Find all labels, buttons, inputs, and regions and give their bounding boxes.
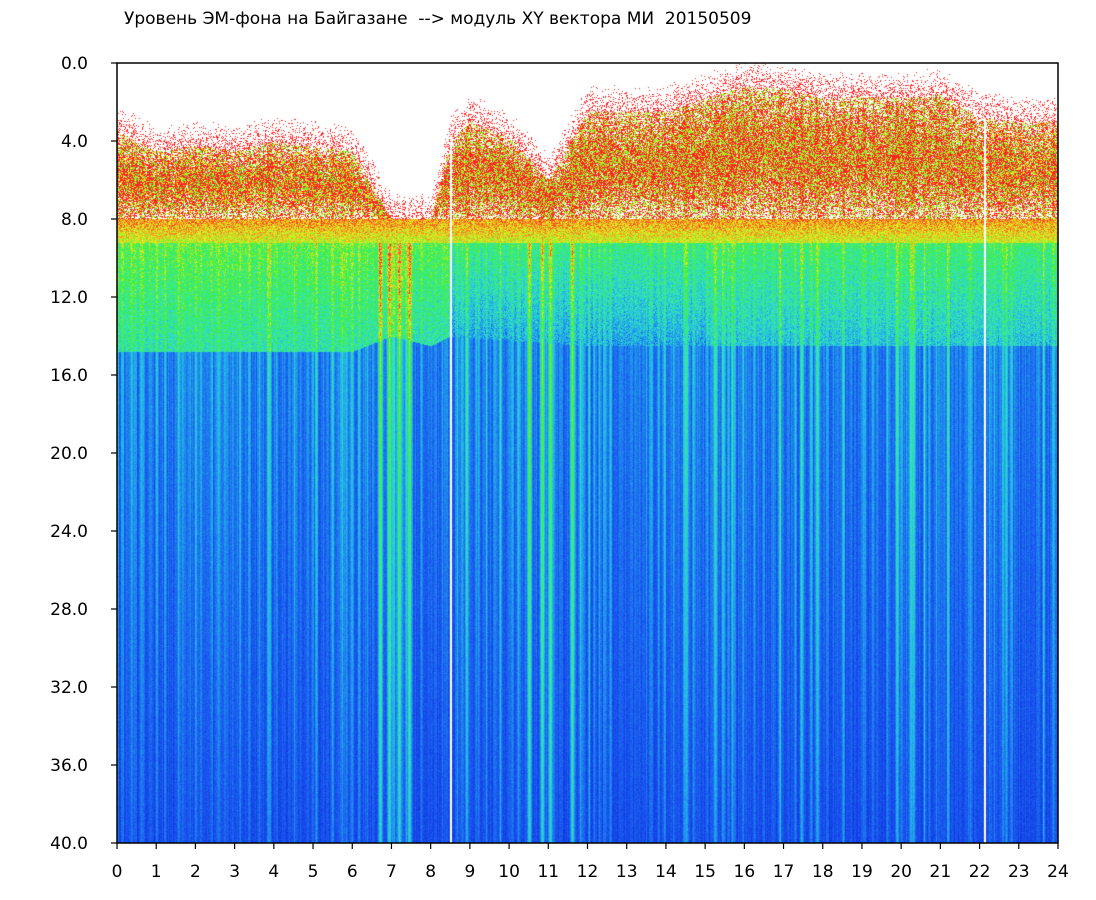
x-tick-label: 3 (229, 862, 240, 882)
y-tick-label: 28.0 (50, 600, 88, 620)
x-tick-label: 17 (773, 862, 795, 882)
y-axis: 0.0 4.0 8.0 12.0 16.0 20.0 24.0 28.0 32.0 36.0 40.… (50, 54, 117, 854)
x-tick-label: 7 (386, 862, 397, 882)
x-tick-label: 5 (308, 862, 319, 882)
x-tick-label: 19 (851, 862, 873, 882)
x-tick-label: 20 (890, 862, 912, 882)
y-tick-label: 24.0 (50, 522, 88, 542)
y-tick-label: 4.0 (61, 132, 88, 152)
x-tick-label: 1 (151, 862, 162, 882)
chart-title: Уровень ЭМ-фона на Байгазане --> модуль … (124, 9, 752, 29)
y-tick-label: 36.0 (50, 756, 88, 776)
x-tick-label: 9 (464, 862, 475, 882)
y-tick-label: 8.0 (61, 210, 88, 230)
x-tick-label: 23 (1008, 862, 1030, 882)
x-tick-label: 8 (425, 862, 436, 882)
x-tick-label: 12 (577, 862, 599, 882)
x-tick-label: 10 (498, 862, 520, 882)
x-tick-label: 24 (1047, 862, 1069, 882)
x-tick-label: 14 (655, 862, 677, 882)
y-tick-label: 20.0 (50, 444, 88, 464)
y-tick-label: 40.0 (50, 834, 88, 854)
x-tick-label: 6 (347, 862, 358, 882)
x-tick-label: 13 (616, 862, 638, 882)
x-tick-label: 16 (734, 862, 756, 882)
x-tick-label: 11 (537, 862, 559, 882)
x-axis: 0 1 2 3 4 5 6 7 8 9 10 11 12 13 14 15 16 17 18 19 20 21 22 23 24 (112, 843, 1069, 882)
x-tick-label: 21 (930, 862, 952, 882)
y-tick-label: 0.0 (61, 54, 88, 74)
x-tick-label: 2 (190, 862, 201, 882)
y-tick-label: 12.0 (50, 288, 88, 308)
x-tick-label: 0 (112, 862, 123, 882)
y-tick-label: 16.0 (50, 366, 88, 386)
heatmap-area (117, 63, 1058, 843)
x-tick-label: 15 (694, 862, 716, 882)
y-tick-label: 32.0 (50, 678, 88, 698)
heatmap-image (117, 63, 1058, 843)
x-tick-label: 4 (268, 862, 279, 882)
x-tick-label: 18 (812, 862, 834, 882)
x-tick-label: 22 (969, 862, 991, 882)
